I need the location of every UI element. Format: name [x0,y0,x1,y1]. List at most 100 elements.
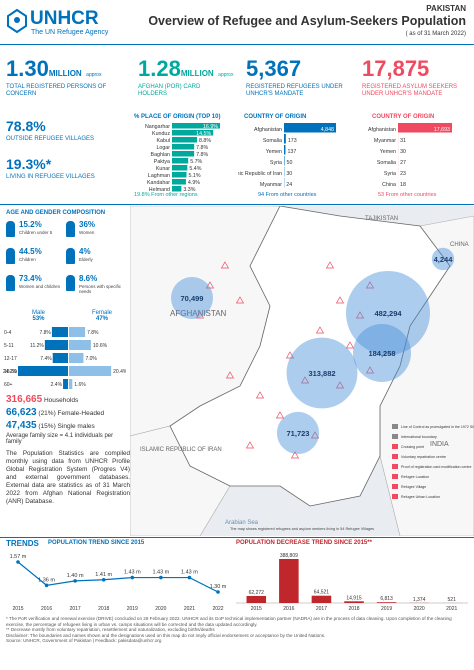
household-label: Households [43,397,79,404]
female-bar [69,366,112,376]
country-label: ISLAMIC REPUBLIC OF IRAN [140,447,222,453]
category-label: Kandahar [147,180,170,186]
bubble-label: 4,244 [434,255,454,264]
bubble-label: 70,499 [181,294,204,303]
x-tick-label: 2020 [414,606,425,612]
indicator-label: Elderly [79,257,93,262]
legend-swatch [392,434,398,439]
age-group: 0-4 [4,330,11,336]
value-label: 7.8% [196,152,208,158]
refugee-village [365,281,375,289]
stat-note: approx [86,72,102,78]
category-label: Myanmar [260,182,282,188]
trend-point [73,579,77,583]
indicator-value: 44.5% [19,247,42,256]
gender-value: 53% [32,316,45,322]
point-label: 1.43 m [181,570,198,576]
bar [311,595,332,603]
category-label: Baghlan [151,152,170,158]
value-label: 8.8% [199,138,211,144]
category-label: Kabul [156,138,170,144]
country: PAKISTAN [426,4,466,13]
x-tick-label: 2017 [70,606,81,612]
refugee-village [345,341,355,349]
village-stat: 19.3%* LIVING IN REFUGEE VILLAGES [6,156,126,181]
category-label: Myanmar [374,138,396,144]
divider [0,537,474,538]
legend-label: Refugee Location [401,475,429,479]
point-label: 1.43 m [152,570,169,576]
x-tick-label: 2015 [12,606,23,612]
female-bar [69,353,84,363]
stat-label: AFGHAN (PoR) CARD HOLDERS [138,84,201,97]
point-label: 1.30 m [210,584,227,590]
stat-unit: MILLION [48,69,82,78]
stat-value: 1.28 [138,56,181,81]
age-group: 12-17 [4,356,17,362]
value-label: 5.4% [189,166,201,172]
village-stat: 78.8% OUTSIDE REFUGEE VILLAGES [6,118,126,143]
indicator-value: 15.2% [19,220,42,229]
bar [398,123,452,133]
value-label: 5.1% [188,173,200,179]
refugee-village [195,311,205,319]
value-label: 24 [286,182,292,188]
stat: 5,367 REGISTERED REFUGEES UNDER UNHCR'S … [246,58,358,98]
x-tick-label: 2018 [98,606,109,612]
bar-chart: Nangarhar 16.9% Kunduz 14.5% Kabul 8.8% Logar 7… [145,123,220,193]
value-label: 137 [287,149,296,155]
country-label: AFGHANISTAN [170,309,227,318]
country-label: CHINA [450,242,469,248]
value-label: 4.9% [188,180,200,186]
value-label: 14,915 [346,595,362,601]
bar [172,179,186,185]
household-row: 66,623 (21%) Female-Headed [6,407,130,418]
x-tick-label: 2015 [251,606,262,612]
indicator-label: Persons with specific needs [79,284,122,294]
value-label: 30 [400,149,406,155]
value-label: 16.9% [203,124,218,130]
chart-title: % PLACE OF ORIGIN (TOP 10) [134,114,221,120]
bar [344,601,364,603]
household-value: 66,623 [6,407,37,418]
legend-swatch [392,464,398,469]
female-label: 7.0% [85,356,97,362]
gender: Female 47% [92,310,112,322]
stat-value: 5,367 [246,56,302,81]
value-label: 62,272 [249,590,265,596]
indicator-icon [66,248,75,264]
legend-label: Refugee Village [401,485,426,489]
households: 316,665 Households 66,623 (21%) Female-He… [6,394,130,445]
category-label: Somalia [377,160,396,166]
bubble-label: 313,882 [308,369,335,378]
refugee-village [310,431,320,439]
male-bar [51,327,68,337]
refugee-village [365,366,375,374]
bar [172,123,220,129]
x-tick-label: 2016 [283,606,294,612]
x-tick-label: 2020 [155,606,166,612]
indicator-value: 73.4% [19,274,42,283]
male-bar [63,379,68,389]
footnote: * The PoR verification and renewal exerc… [6,616,452,627]
x-tick-label: 2018 [348,606,359,612]
bar [284,123,336,133]
x-tick-label: 2016 [41,606,52,612]
female-bar [69,340,91,350]
trend-point [159,575,163,580]
household-row: 47,435 (15%) Single males [6,420,130,431]
bar [172,172,187,178]
legend-swatch [392,484,398,489]
bar [246,595,267,603]
x-tick-label: 2022 [212,606,223,612]
legend-swatch [392,424,398,429]
female-bar [69,379,73,389]
category-label: Laghman [148,173,170,179]
date: ( as of 31 March 2022) [405,31,466,37]
point-label: 1.36 m [38,577,55,583]
bar [172,165,188,171]
value-label: 14.5% [196,131,211,137]
bar [284,134,286,144]
category-label: Kunar [156,166,170,172]
